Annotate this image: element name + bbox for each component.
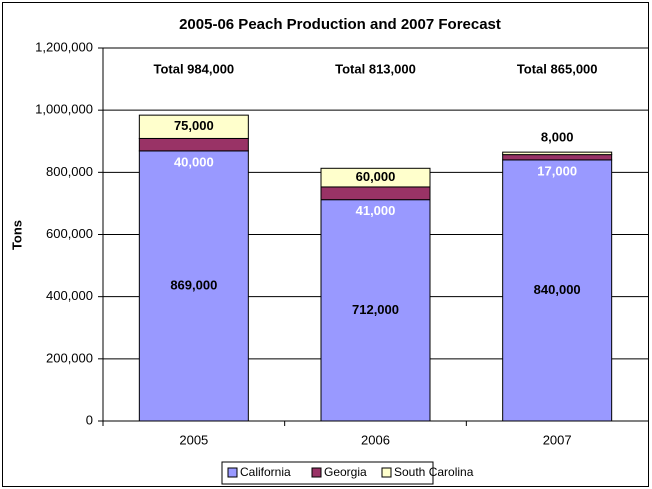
bar-segment: [502, 151, 613, 156]
legend-swatch: [227, 467, 238, 478]
y-tick-label: 0: [86, 412, 93, 427]
y-tick-label: 200,000: [46, 350, 93, 365]
total-annotation: Total 813,000: [335, 61, 416, 76]
y-axis-label: Tons: [9, 220, 24, 250]
x-tick-label: 2007: [543, 432, 572, 447]
legend: [221, 461, 434, 485]
bar-segment: [502, 159, 613, 422]
y-tick-label: 1,200,000: [35, 39, 93, 54]
y-tick-label: 800,000: [46, 164, 93, 179]
value-label: 712,000: [352, 302, 399, 317]
y-tick-label: 1,000,000: [35, 102, 93, 117]
value-label: 75,000: [174, 118, 214, 133]
bar-segment: [320, 167, 431, 188]
bar-segment: [502, 154, 613, 161]
value-label: 60,000: [356, 169, 396, 184]
total-annotation: Total 984,000: [153, 61, 234, 76]
y-tick-label: 600,000: [46, 226, 93, 241]
value-label: 840,000: [534, 282, 581, 297]
bar-segment: [138, 114, 249, 139]
bar-segment: [320, 199, 431, 422]
value-label: 17,000: [537, 163, 577, 178]
legend-swatch: [311, 467, 322, 478]
legend-label: Georgia: [324, 465, 367, 479]
value-label: 40,000: [174, 154, 214, 169]
x-tick-label: 2005: [179, 432, 208, 447]
bar-segment: [138, 137, 249, 152]
value-label: 869,000: [170, 277, 217, 292]
x-tick-label: 2006: [361, 432, 390, 447]
y-tick-label: 400,000: [46, 288, 93, 303]
value-label: 41,000: [356, 203, 396, 218]
chart-title: 2005-06 Peach Production and 2007 Foreca…: [179, 16, 501, 33]
legend-label: California: [240, 465, 291, 479]
legend-label: South Carolina: [394, 465, 474, 479]
value-label: 8,000: [541, 130, 574, 145]
bar-segment: [138, 150, 249, 422]
legend-swatch: [381, 467, 392, 478]
bar-segment: [320, 186, 431, 201]
total-annotation: Total 865,000: [517, 61, 598, 76]
